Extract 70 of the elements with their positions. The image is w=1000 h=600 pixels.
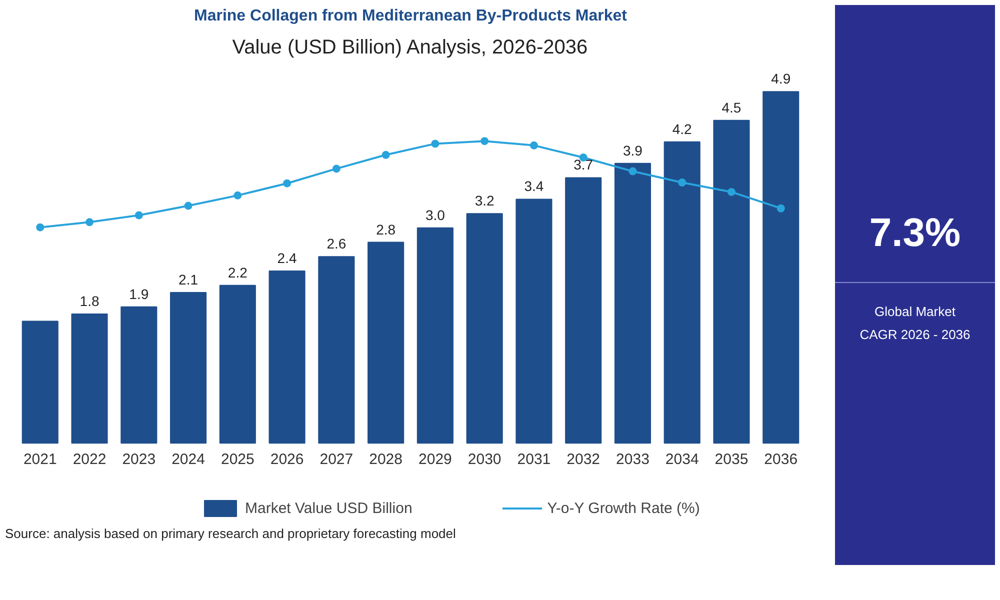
bar (516, 198, 552, 444)
data-label: 4.9 (771, 70, 791, 87)
data-label: 3.9 (622, 142, 643, 158)
legend-label: Market Value USD Billion (245, 500, 412, 516)
bar (219, 284, 256, 444)
point (332, 164, 340, 173)
point (134, 211, 143, 220)
point (184, 202, 192, 210)
data-label: 2.1 (178, 272, 198, 288)
bar (762, 91, 800, 444)
data-label: 4.2 (672, 120, 692, 137)
data-label: 3.7 (574, 156, 594, 173)
bar (664, 141, 700, 444)
bar (416, 227, 454, 444)
legend-label: Y-o-Y Growth Rate (%) (547, 500, 700, 516)
bar (71, 314, 108, 444)
bar (22, 320, 58, 444)
x-tick-label: 2021 (23, 451, 57, 468)
data-label: 3.0 (425, 206, 446, 223)
x-tick-label: 2024 (172, 451, 205, 468)
data-label: 1.9 (129, 286, 149, 302)
bar (713, 120, 750, 444)
point (36, 223, 44, 232)
data-label: 1.8 (80, 293, 100, 310)
point (727, 188, 736, 196)
x-tick-label: 2027 (320, 451, 354, 468)
bar (614, 162, 651, 444)
bar (565, 177, 602, 444)
point (776, 204, 785, 212)
point (86, 218, 94, 226)
data-label: 2.2 (228, 264, 248, 280)
x-tick-label: 2031 (517, 451, 551, 468)
bar (268, 270, 306, 444)
data-label: 3.4 (524, 178, 544, 194)
text: Global Market (874, 303, 956, 322)
point (431, 140, 440, 148)
x-tick-label: 2033 (616, 451, 650, 468)
source-note: Source: analysis based on primary research and proprietary forecasting model (5, 525, 456, 543)
x-tick-label: 2034 (665, 451, 699, 468)
x-tick-label: 2032 (566, 451, 600, 468)
point (530, 141, 538, 150)
point (234, 191, 242, 200)
bar (368, 242, 404, 444)
text: CAGR 2026 - 2036 (858, 326, 972, 344)
x-tick-label: 2025 (220, 451, 254, 468)
bar (120, 306, 158, 444)
text: 7.3% (835, 205, 995, 284)
x-tick-label: 2036 (764, 451, 798, 468)
bar (318, 256, 355, 444)
point (382, 150, 390, 159)
point (283, 179, 292, 188)
x-tick-label: 2029 (418, 451, 452, 468)
chart-subtitle: Value (USD Billion) Analysis, 2026-2036 (232, 36, 588, 58)
point (480, 137, 489, 146)
bar (466, 213, 503, 444)
point (628, 167, 637, 176)
x-tick-label: 2028 (369, 451, 402, 468)
x-tick-label: 2030 (468, 451, 502, 468)
chart-title: Marine Collagen from Mediterranean By-Products Market (194, 8, 628, 24)
data-label: 3.2 (474, 192, 495, 209)
data-label: 2.8 (376, 221, 396, 238)
x-tick-label: 2023 (122, 451, 156, 468)
x-tick-label: 2022 (72, 451, 106, 468)
bar (170, 292, 207, 444)
x-tick-label: 2026 (270, 451, 304, 468)
point (678, 178, 686, 186)
data-label: 2.4 (277, 250, 297, 266)
data-label: 2.6 (326, 236, 346, 252)
x-tick-label: 2035 (714, 451, 748, 468)
data-label: 4.5 (722, 99, 742, 116)
